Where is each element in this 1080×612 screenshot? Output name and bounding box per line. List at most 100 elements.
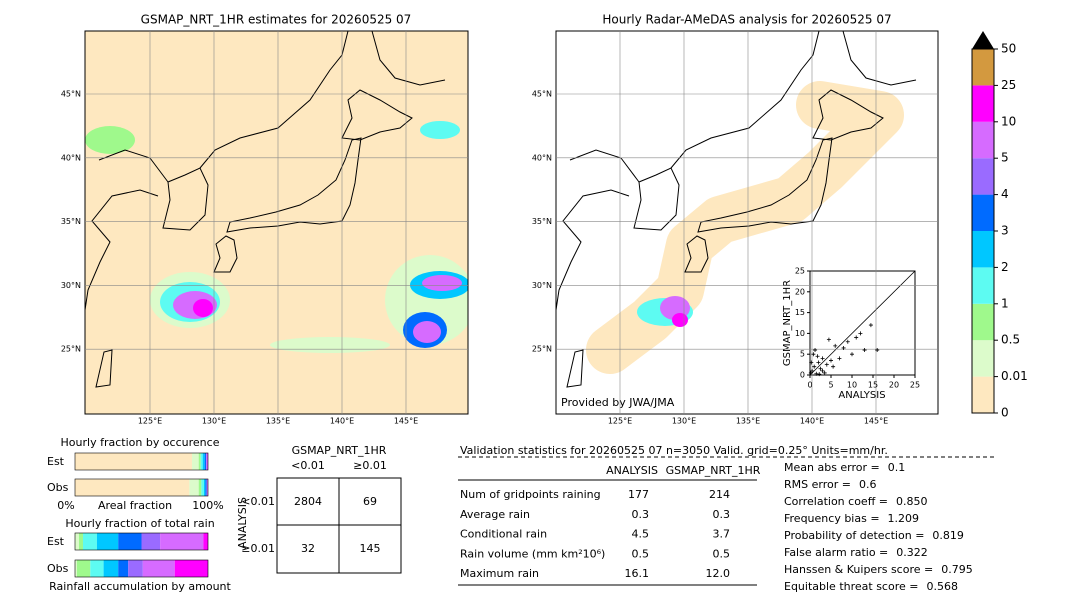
precipitation xyxy=(85,31,468,388)
score-label: Correlation coeff = xyxy=(784,495,888,508)
point xyxy=(858,331,863,336)
score-label: Equitable threat score = xyxy=(784,580,918,593)
colorbar-label: 0 xyxy=(1001,406,1009,420)
point xyxy=(812,364,817,369)
bar-frame xyxy=(74,559,209,578)
point xyxy=(820,356,825,361)
bar-frame xyxy=(74,478,209,497)
fraction-segment xyxy=(201,479,205,496)
axis-right: 100% xyxy=(192,499,223,512)
lat-label: 25°N xyxy=(532,345,552,354)
row-label: Est xyxy=(47,455,65,468)
fraction-segment xyxy=(202,453,205,470)
colorbar-label: 4 xyxy=(1001,187,1009,201)
fraction-segment xyxy=(142,560,175,577)
y-tick-label: 10 xyxy=(795,329,805,338)
col-label: <0.01 xyxy=(291,459,325,472)
point xyxy=(811,352,816,357)
row-label: ≥0.01 xyxy=(241,542,275,555)
stat-value: 12.0 xyxy=(706,567,731,580)
colorbar-label: 3 xyxy=(1001,224,1009,238)
stat-value: 177 xyxy=(628,488,649,501)
score-value: 0.819 xyxy=(932,529,964,542)
fraction-segment xyxy=(75,533,79,550)
fraction-segment xyxy=(128,560,143,577)
colorbar-segment xyxy=(972,231,994,268)
fraction-segment xyxy=(200,453,203,470)
point xyxy=(808,370,813,375)
fraction-segment xyxy=(160,533,204,550)
score-label: RMS error = xyxy=(784,478,851,491)
lat-label: 45°N xyxy=(532,90,552,99)
fraction-segment xyxy=(141,533,161,550)
point xyxy=(815,354,820,359)
fraction-segment xyxy=(75,560,77,577)
bar-frame xyxy=(74,532,209,551)
score-value: 1.209 xyxy=(888,512,920,525)
point xyxy=(833,343,838,348)
fraction-segment xyxy=(75,479,190,496)
point xyxy=(837,356,842,361)
score-label: Mean abs error = xyxy=(784,461,880,474)
stat-value: 0.3 xyxy=(632,508,650,521)
lat-label: 30°N xyxy=(61,281,81,290)
score-label: Hanssen & Kuipers score = xyxy=(784,563,933,576)
point xyxy=(862,348,867,353)
colorbar-segment xyxy=(972,340,994,377)
fraction-segment xyxy=(192,453,199,470)
point xyxy=(868,323,873,328)
fraction-segment xyxy=(206,453,208,470)
stat-value: 0.5 xyxy=(632,547,650,560)
point xyxy=(813,348,818,353)
map-title: GSMAP_NRT_1HR estimates for 20260525 07 xyxy=(141,13,412,27)
x-tick-label: 15 xyxy=(868,381,878,390)
stat-value: 4.5 xyxy=(632,528,650,541)
stat-label: Rain volume (mm km²10⁶) xyxy=(460,547,605,560)
colorbar-extend xyxy=(972,31,994,49)
fraction-segment xyxy=(203,533,208,550)
bar-footer: Rainfall accumulation by amount xyxy=(49,580,231,593)
row-label: Est xyxy=(47,535,65,548)
fraction-segment xyxy=(78,533,83,550)
row-label: Obs xyxy=(47,481,69,494)
stat-value: 0.3 xyxy=(713,508,731,521)
axis-middle: Areal fraction xyxy=(98,499,172,512)
fraction-segment xyxy=(103,560,119,577)
stat-value: 3.7 xyxy=(713,528,731,541)
fraction-segment xyxy=(204,453,207,470)
colorbar-segment xyxy=(972,121,994,159)
y-axis-label: GSMAP_NRT_1HR xyxy=(782,280,793,366)
colorbar-label: 5 xyxy=(1001,151,1009,165)
point xyxy=(816,360,821,365)
lon-label: 145°E xyxy=(864,417,888,426)
row-label: <0.01 xyxy=(241,495,275,508)
colorbar-label: 1 xyxy=(1001,296,1009,310)
point xyxy=(831,364,836,369)
fraction-segment xyxy=(189,479,199,496)
axis-left: 0% xyxy=(57,499,74,512)
colorbar-segment xyxy=(972,49,994,86)
colorbar-label: 25 xyxy=(1001,78,1016,92)
lat-label: 40°N xyxy=(532,153,552,162)
y-tick-label: 15 xyxy=(795,308,805,317)
stat-value: 16.1 xyxy=(625,567,650,580)
lat-label: 35°N xyxy=(61,217,81,226)
map-left: GSMAP_NRT_1HR estimates for 20260525 07 xyxy=(84,13,469,415)
score-label: Probability of detection = xyxy=(784,529,924,542)
colorbar-label: 0.01 xyxy=(1001,369,1028,383)
col-label: ≥0.01 xyxy=(353,459,387,472)
lon-label: 130°E xyxy=(202,417,226,426)
fraction-segment xyxy=(207,479,208,496)
score-label: Frequency bias = xyxy=(784,512,880,525)
lon-label: 130°E xyxy=(672,417,696,426)
colorbar-label: 0.5 xyxy=(1001,333,1020,347)
x-tick-label: 10 xyxy=(847,381,857,390)
point xyxy=(818,366,823,371)
score-value: 0.6 xyxy=(859,478,877,491)
y-tick-label: 25 xyxy=(795,267,805,276)
colorbar-label: 2 xyxy=(1001,260,1009,274)
lon-label: 135°E xyxy=(266,417,290,426)
fraction-segment xyxy=(118,533,142,550)
fraction-segment xyxy=(198,479,202,496)
